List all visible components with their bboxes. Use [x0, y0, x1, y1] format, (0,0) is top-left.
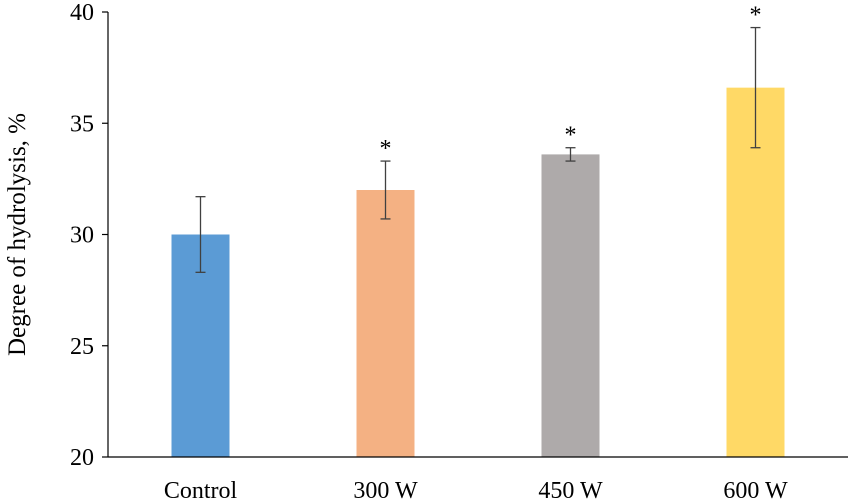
- bars: * * *: [171, 3, 785, 458]
- bar-300-w: [356, 190, 415, 457]
- y-tick-label: 40: [70, 0, 94, 26]
- y-axis: 20 25 30 35 40: [70, 0, 109, 471]
- bar-600-w: [726, 87, 785, 458]
- x-tick-label: Control: [164, 478, 238, 500]
- significance-marker: *: [750, 3, 762, 29]
- x-axis: Control 300 W 450 W 600 W: [108, 456, 848, 500]
- y-tick-label: 35: [70, 111, 94, 137]
- y-tick-label: 25: [70, 334, 94, 360]
- y-axis-title: Degree of hydrolysis, %: [4, 113, 31, 356]
- y-tick-label: 20: [70, 445, 94, 471]
- y-tick-label: 30: [70, 223, 94, 249]
- x-tick-label: 600 W: [723, 478, 788, 500]
- x-tick-label: 450 W: [538, 478, 603, 500]
- bar-450-w: [541, 154, 600, 457]
- x-tick-label: 300 W: [353, 478, 418, 500]
- significance-marker: *: [380, 136, 392, 162]
- significance-marker: *: [565, 123, 577, 149]
